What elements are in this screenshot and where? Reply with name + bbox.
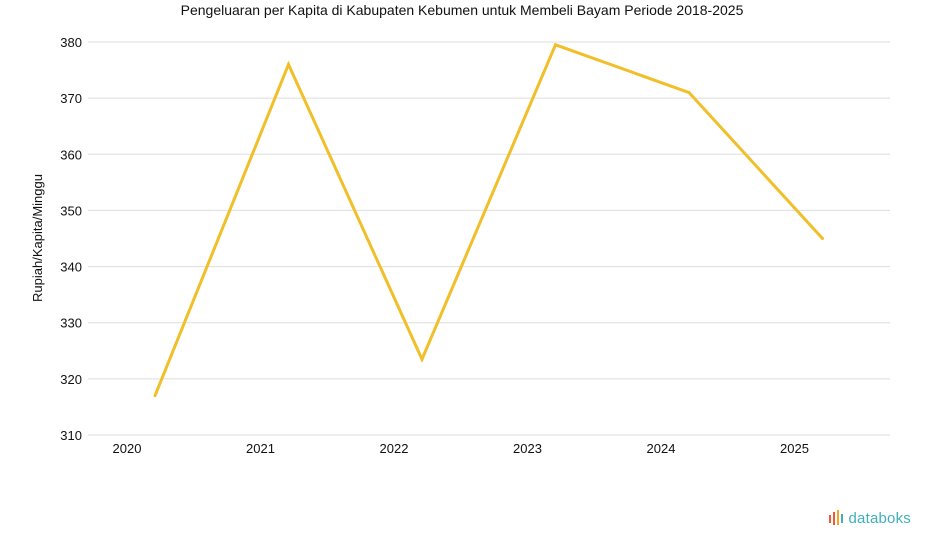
x-tick-label: 2025: [780, 441, 809, 456]
gridlines: [88, 41, 890, 436]
data-point: [821, 237, 824, 240]
x-tick-label: 2024: [647, 441, 676, 456]
y-axis-label: Rupiah/Kapita/Minggu: [30, 174, 45, 302]
y-tick-label: 330: [60, 316, 82, 331]
data-point: [420, 357, 424, 361]
y-tick-label: 340: [60, 260, 82, 275]
series-layer: [153, 42, 824, 398]
y-tick-label: 360: [60, 147, 82, 162]
x-tick-label: 2022: [380, 441, 409, 456]
data-point: [687, 91, 691, 95]
series-line: [153, 42, 824, 397]
x-axis-ticks: 2020 2021 2022 2023 2024 2025: [113, 441, 809, 456]
y-tick-label: 310: [60, 428, 82, 443]
y-tick-label: 350: [60, 203, 82, 218]
data-point: [153, 394, 157, 398]
chart-title: Pengeluaran per Kapita di Kabupaten Kebu…: [181, 2, 744, 18]
databoks-wordmark: databoks: [848, 509, 911, 527]
x-tick-label: 2023: [513, 441, 542, 456]
x-tick-label: 2020: [113, 441, 142, 456]
data-point: [287, 62, 290, 66]
y-tick-label: 380: [60, 35, 82, 50]
databoks-brand: databoks: [828, 509, 911, 527]
y-axis-ticks: 310 320 330 340 350 360 370 380: [60, 35, 82, 443]
y-tick-label: 320: [60, 372, 82, 387]
data-point: [554, 43, 557, 47]
x-tick-label: 2021: [246, 441, 275, 456]
y-tick-label: 370: [60, 91, 82, 106]
databoks-logo-icon: [828, 510, 843, 525]
